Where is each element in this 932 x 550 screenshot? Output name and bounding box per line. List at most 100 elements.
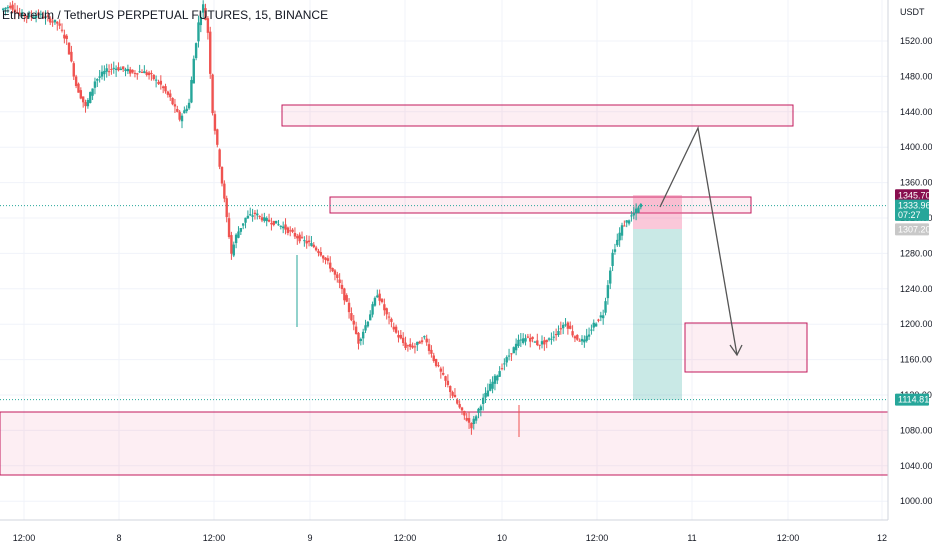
candle-body bbox=[590, 329, 593, 331]
candle-body bbox=[444, 376, 447, 381]
candle-body bbox=[286, 227, 290, 233]
candle-body bbox=[1, 8, 5, 11]
candle-body bbox=[474, 416, 478, 421]
price-tag bbox=[895, 223, 929, 236]
candle-body bbox=[265, 218, 268, 222]
x-tick-label: 12:00 bbox=[13, 533, 36, 543]
candle-body bbox=[4, 7, 7, 10]
y-tick-label: 1400.00 bbox=[900, 142, 932, 152]
candle-body bbox=[329, 262, 332, 269]
candle-body bbox=[303, 240, 306, 242]
candle-body bbox=[580, 338, 584, 342]
candle-body bbox=[98, 76, 101, 78]
candle-body bbox=[456, 399, 459, 404]
y-tick-label: 1520.00 bbox=[900, 36, 932, 46]
candle-body bbox=[84, 102, 87, 107]
candle-body bbox=[136, 73, 139, 75]
candle-body bbox=[536, 340, 539, 346]
candle-body bbox=[157, 82, 160, 84]
candle-body bbox=[599, 315, 603, 318]
candle-body bbox=[418, 341, 421, 344]
candle-body bbox=[291, 229, 294, 232]
candle-body bbox=[432, 355, 435, 361]
candle-body bbox=[51, 21, 54, 23]
candle-body bbox=[451, 392, 454, 396]
projection-arrowhead bbox=[729, 344, 743, 357]
candle-body bbox=[298, 234, 301, 242]
candle-body bbox=[547, 338, 551, 340]
candle-body bbox=[244, 217, 247, 223]
candle-body bbox=[576, 334, 579, 340]
candle-body bbox=[500, 368, 504, 370]
candle-body bbox=[430, 349, 433, 354]
candle-body bbox=[140, 72, 144, 74]
candle-body bbox=[517, 339, 520, 347]
x-tick-label: 12 bbox=[877, 533, 887, 543]
candle-body bbox=[201, 4, 205, 13]
candle-body bbox=[406, 345, 410, 347]
candle-body bbox=[293, 233, 297, 237]
candle-body bbox=[352, 320, 355, 325]
candle-body bbox=[630, 215, 633, 217]
candle-body bbox=[23, 14, 26, 17]
support-zone bbox=[0, 411, 889, 476]
y-tick-label: 1040.00 bbox=[900, 461, 932, 471]
candle-body bbox=[300, 236, 304, 238]
candle-body bbox=[67, 42, 71, 55]
candle-body bbox=[423, 336, 426, 338]
candle-body bbox=[543, 340, 546, 345]
candle-body bbox=[220, 166, 224, 184]
candle-body bbox=[620, 225, 624, 236]
candle-body bbox=[6, 7, 10, 9]
candle-body bbox=[9, 5, 12, 8]
candle-body bbox=[489, 383, 492, 391]
candle-body bbox=[441, 372, 445, 375]
candle-body bbox=[604, 301, 607, 313]
candle-body bbox=[449, 386, 452, 393]
candle-body bbox=[192, 58, 195, 84]
candle-body bbox=[53, 19, 57, 23]
candle-body bbox=[465, 417, 468, 421]
candle-body bbox=[378, 293, 381, 301]
candle-body bbox=[583, 339, 586, 343]
candle-body bbox=[639, 203, 643, 208]
candle-body bbox=[183, 110, 186, 114]
candle-body bbox=[387, 316, 391, 318]
candle-body bbox=[623, 225, 626, 227]
candle-body bbox=[237, 231, 240, 238]
price-tag bbox=[895, 393, 929, 406]
y-tick-label: 1160.00 bbox=[900, 355, 932, 365]
candle-body bbox=[190, 79, 193, 103]
candle-body bbox=[143, 71, 146, 74]
candle-body bbox=[180, 115, 184, 122]
candle-body bbox=[364, 325, 367, 331]
candle-body bbox=[606, 285, 610, 299]
candle-body bbox=[347, 302, 351, 313]
candle-body bbox=[176, 108, 179, 112]
candle-body bbox=[312, 244, 315, 248]
candle-body bbox=[126, 68, 130, 72]
candle-body bbox=[545, 339, 548, 343]
candle-body bbox=[371, 304, 374, 315]
candle-body bbox=[25, 16, 28, 18]
candle-body bbox=[79, 90, 83, 99]
candle-body bbox=[383, 304, 386, 311]
y-tick-label: 1240.00 bbox=[900, 284, 932, 294]
candle-body bbox=[533, 341, 537, 343]
resistance-zone-lower bbox=[329, 196, 752, 214]
candle-body bbox=[89, 92, 92, 103]
candle-body bbox=[336, 274, 339, 278]
candle-body bbox=[409, 344, 412, 347]
x-tick-label: 12:00 bbox=[777, 533, 800, 543]
candle-body bbox=[204, 8, 207, 20]
candle-body bbox=[131, 69, 134, 73]
price-axis bbox=[888, 0, 932, 550]
candle-body bbox=[519, 339, 523, 341]
candle-body bbox=[597, 319, 600, 321]
candle-body bbox=[267, 219, 271, 222]
candle-body bbox=[354, 326, 358, 334]
candle-body bbox=[333, 270, 337, 275]
candle-body bbox=[420, 340, 424, 343]
target-zone bbox=[684, 322, 808, 373]
